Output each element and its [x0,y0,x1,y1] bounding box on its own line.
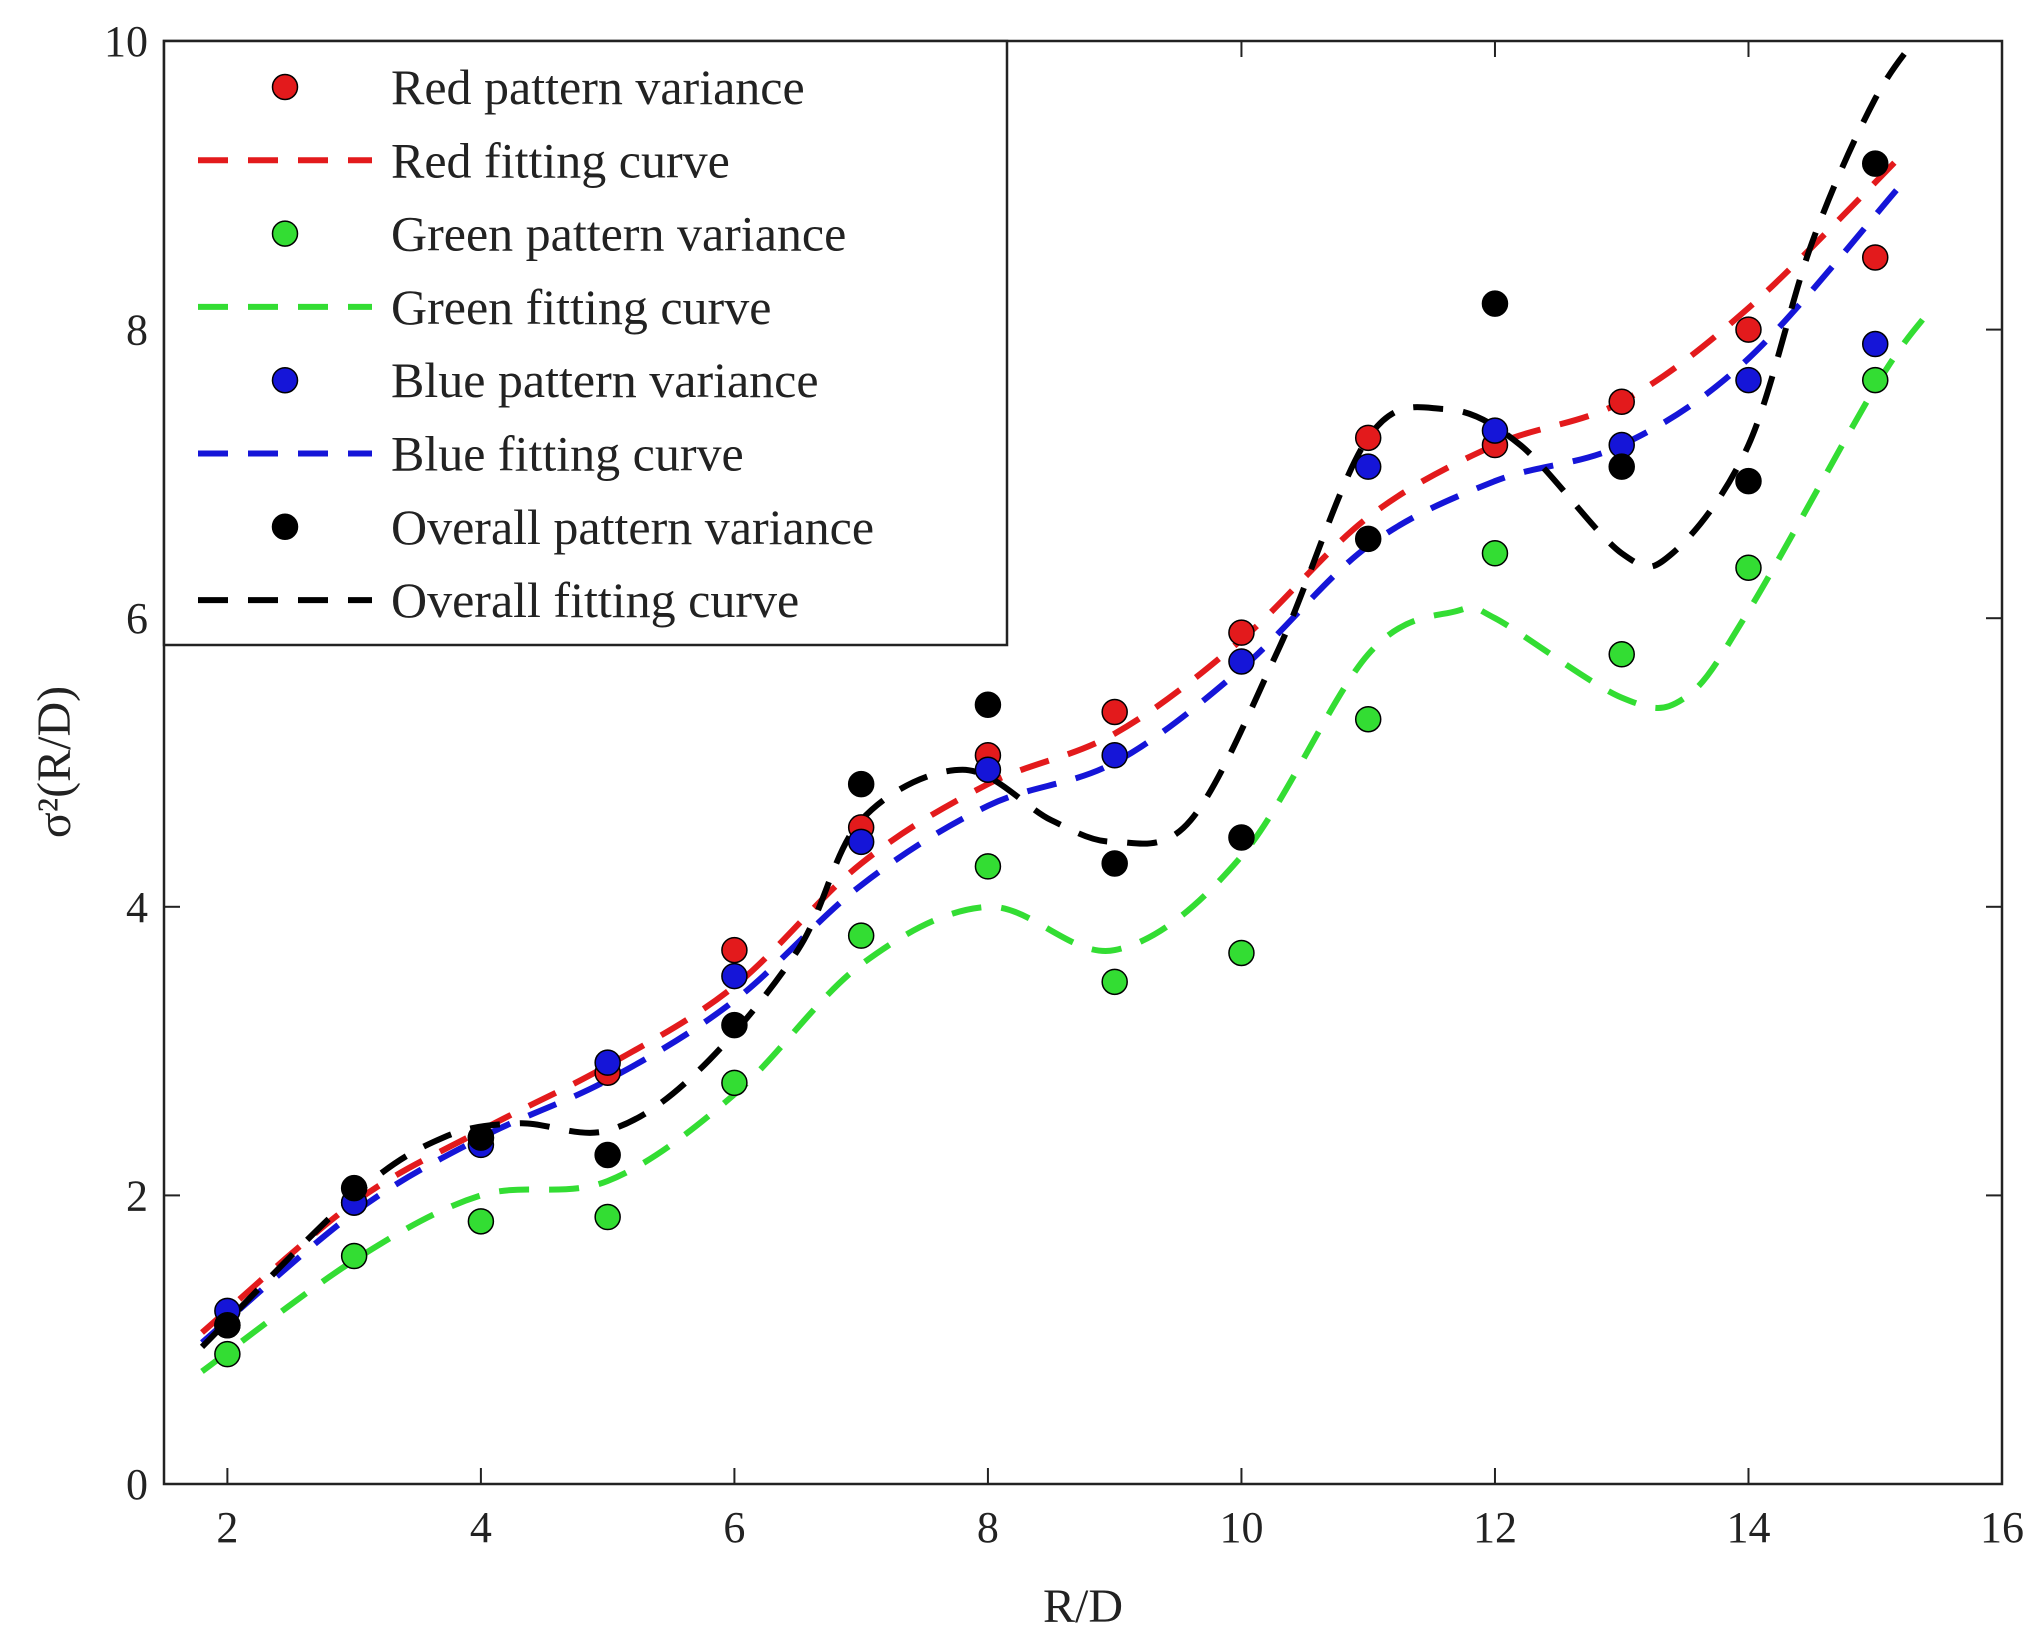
overall-pattern-variance-point [721,1011,748,1039]
green-pattern-variance-point [214,1340,241,1368]
overall-pattern-variance-point [1608,453,1635,480]
blue-pattern-variance-point [1101,742,1128,769]
red-pattern-variance-point [1354,424,1382,452]
y-tick-label: 2 [126,1171,148,1220]
green-pattern-variance-point [340,1242,368,1270]
blue-pattern-variance-point [594,1049,621,1076]
legend-item: Red fitting curve [198,132,730,188]
overall-pattern-variance-point [1861,150,1889,177]
green-pattern-variance-point [1228,939,1255,967]
legend-marker [271,220,299,247]
legend-label: Blue fitting curve [391,426,744,482]
overall-pattern-variance-point [1481,290,1509,317]
legend-item: Green fitting curve [198,279,771,335]
overall-pattern-variance-point [214,1312,241,1339]
overall-pattern-variance-point [467,1124,495,1151]
legend: Red pattern variance Red fitting curve Gre… [162,39,1009,647]
red-pattern-variance-point [1861,244,1889,271]
red-pattern-variance-point [1228,619,1255,646]
blue-pattern-variance-point [847,828,875,856]
overall-pattern-variance-point [594,1141,621,1169]
green-pattern-variance-point [1608,641,1635,668]
blue-pattern-variance-point [1861,330,1889,358]
green-pattern-variance-point [974,853,1002,880]
red-pattern-variance-point [721,936,748,964]
x-tick-label: 14 [1726,1503,1770,1552]
overall-pattern-variance-point [974,691,1002,719]
y-axis-title: σ²(R/D) [28,686,81,838]
overall-pattern-variance-point [847,770,875,798]
x-tick-label: 8 [977,1503,999,1552]
y-tick-label: 8 [126,306,148,355]
green-pattern-variance-point [1101,968,1128,996]
legend-label: Red pattern variance [391,59,805,115]
y-tick-label: 4 [126,883,148,932]
legend-item: Green pattern variance [271,206,846,262]
x-tick-label: 10 [1219,1503,1263,1552]
legend-item: Overall fitting curve [198,572,799,628]
legend-marker [271,366,299,394]
blue-pattern-variance-point [1735,366,1762,394]
legend-label: Green pattern variance [391,206,846,262]
green-pattern-variance-point [1861,366,1889,394]
x-tick-label: 2 [216,1503,238,1552]
x-axis-title: R/D [1043,1580,1123,1633]
blue-pattern-variance-point [721,962,748,990]
axis-ticks: 2 4 6 8 10 12 14 16 0 2 4 6 8 10 [104,17,2024,1552]
variance-points [214,150,1889,1368]
green-pattern-variance-point [467,1208,495,1235]
overall-pattern-variance-point [1735,467,1762,495]
legend-label: Overall fitting curve [391,572,799,628]
blue-pattern-variance-point [974,756,1002,783]
legend-label: Overall pattern variance [391,499,874,555]
overall-pattern-variance-point [1354,525,1382,553]
green-fitting-curve [200,313,1929,1374]
legend-marker [271,73,299,101]
blue-pattern-variance-point [1354,453,1382,480]
legend-label: Green fitting curve [391,279,771,335]
x-tick-label: 16 [1980,1503,2024,1552]
red-pattern-variance-point [1101,698,1128,726]
green-pattern-variance-point [594,1203,621,1231]
overall-pattern-variance-point [340,1174,368,1202]
legend-item: Blue pattern variance [271,352,819,408]
overall-pattern-variance-point [1228,824,1255,851]
y-tick-label: 10 [104,17,148,66]
green-pattern-variance-point [721,1069,748,1097]
y-tick-label: 0 [126,1460,148,1509]
green-pattern-variance-point [1481,540,1509,567]
legend-item: Blue fitting curve [198,426,744,482]
x-tick-label: 4 [470,1503,492,1552]
x-tick-label: 12 [1473,1503,1517,1552]
green-pattern-variance-point [1354,705,1382,733]
legend-marker [271,513,299,541]
legend-label: Red fitting curve [391,132,730,188]
red-pattern-variance-point [1608,388,1635,415]
legend-label: Blue pattern variance [391,352,819,408]
legend-item: Red pattern variance [271,59,805,115]
legend-box [162,39,1009,647]
blue-pattern-variance-point [1228,648,1255,675]
y-tick-label: 6 [126,594,148,643]
overall-pattern-variance-point [1101,850,1128,877]
blue-pattern-variance-point [1481,417,1509,444]
x-tick-label: 6 [723,1503,745,1552]
green-pattern-variance-point [1735,554,1762,581]
legend-item: Overall pattern variance [271,499,874,555]
green-pattern-variance-point [847,922,875,949]
red-pattern-variance-point [1735,316,1762,343]
overall-fitting-curve [199,41,1919,1350]
